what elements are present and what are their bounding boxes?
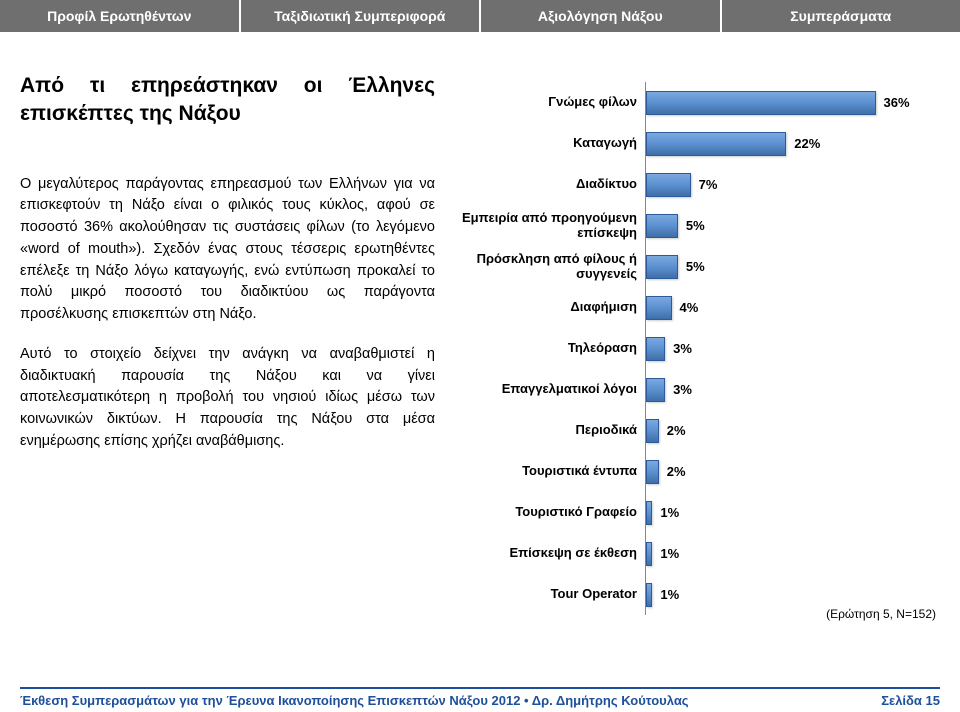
chart-bar xyxy=(646,501,652,525)
chart-bar-area: 3% xyxy=(645,369,940,410)
text-column: Από τι επηρεάστηκαν οι Έλληνες επισκέπτε… xyxy=(20,72,460,615)
chart-row: Επίσκεψη σε έκθεση 1% xyxy=(460,533,940,574)
chart-bar-area: 3% xyxy=(645,328,940,369)
chart-bar-value: 22% xyxy=(794,136,820,151)
chart-bar xyxy=(646,214,678,238)
chart-bar xyxy=(646,337,665,361)
chart-row-label: Επίσκεψη σε έκθεση xyxy=(460,546,645,561)
question-note: (Ερώτηση 5, Ν=152) xyxy=(826,607,936,621)
chart-row-label: Τουριστικό Γραφείο xyxy=(460,505,645,520)
main-content: Από τι επηρεάστηκαν οι Έλληνες επισκέπτε… xyxy=(0,32,960,625)
chart-row-label: Πρόσκληση από φίλους ή συγγενείς xyxy=(460,252,645,282)
chart-row-label: Καταγωγή xyxy=(460,136,645,151)
tab-2[interactable]: Αξιολόγηση Νάξου xyxy=(481,0,722,32)
chart-row-label: Τηλεόραση xyxy=(460,341,645,356)
chart-bar-value: 2% xyxy=(667,464,686,479)
chart-bar xyxy=(646,460,659,484)
chart-bar-value: 5% xyxy=(686,218,705,233)
chart-row: Περιοδικά 2% xyxy=(460,410,940,451)
chart-row: Καταγωγή 22% xyxy=(460,123,940,164)
chart-row: Διαφήμιση 4% xyxy=(460,287,940,328)
chart-bar-value: 7% xyxy=(699,177,718,192)
chart-bar xyxy=(646,91,876,115)
chart-row: Τηλεόραση 3% xyxy=(460,328,940,369)
tab-0[interactable]: Προφίλ Ερωτηθέντων xyxy=(0,0,241,32)
chart-row: Γνώμες φίλων 36% xyxy=(460,82,940,123)
chart-row-label: Περιοδικά xyxy=(460,423,645,438)
chart-bar-area: 5% xyxy=(645,205,940,246)
chart-bar-value: 1% xyxy=(660,546,679,561)
chart-bar-area: 22% xyxy=(645,123,940,164)
chart-bar-value: 4% xyxy=(680,300,699,315)
chart-bar-area: 2% xyxy=(645,410,940,451)
chart-row-label: Γνώμες φίλων xyxy=(460,95,645,110)
chart-bar-area: 1% xyxy=(645,533,940,574)
chart-row: Διαδίκτυο 7% xyxy=(460,164,940,205)
chart-bar-area: 5% xyxy=(645,246,940,287)
footer-text-row: Έκθεση Συμπερασμάτων για την Έρευνα Ικαν… xyxy=(20,693,940,708)
chart-bar xyxy=(646,583,652,607)
chart-bar xyxy=(646,542,652,566)
chart-bar-area: 1% xyxy=(645,492,940,533)
chart-row-label: Tour Operator xyxy=(460,587,645,602)
chart-bar-value: 5% xyxy=(686,259,705,274)
chart-bar-value: 36% xyxy=(884,95,910,110)
chart-row: Τουριστικό Γραφείο 1% xyxy=(460,492,940,533)
chart-row-label: Εμπειρία από προηγούμενη επίσκεψη xyxy=(460,211,645,241)
paragraph-1: Ο μεγαλύτερος παράγοντας επηρεασμού των … xyxy=(20,174,435,326)
influences-bar-chart: Γνώμες φίλων 36% Καταγωγή 22% Διαδίκτυο 7% Εμπ… xyxy=(460,82,940,615)
tab-bar: Προφίλ ΕρωτηθέντωνΤαξιδιωτική Συμπεριφορ… xyxy=(0,0,960,32)
chart-bar-value: 2% xyxy=(667,423,686,438)
page-heading: Από τι επηρεάστηκαν οι Έλληνες επισκέπτε… xyxy=(20,72,435,129)
page-footer: Έκθεση Συμπερασμάτων για την Έρευνα Ικαν… xyxy=(0,687,960,712)
chart-bar xyxy=(646,378,665,402)
chart-row: Επαγγελματικοί λόγοι 3% xyxy=(460,369,940,410)
chart-bar-area: 7% xyxy=(645,164,940,205)
chart-row: Εμπειρία από προηγούμενη επίσκεψη 5% xyxy=(460,205,940,246)
chart-row-label: Διαφήμιση xyxy=(460,300,645,315)
chart-row-label: Επαγγελματικοί λόγοι xyxy=(460,382,645,397)
chart-bar xyxy=(646,132,786,156)
footer-left: Έκθεση Συμπερασμάτων για την Έρευνα Ικαν… xyxy=(20,693,689,708)
paragraph-2: Αυτό το στοιχείο δείχνει την ανάγκη να α… xyxy=(20,344,435,453)
chart-bar xyxy=(646,419,659,443)
chart-row-label: Τουριστικά έντυπα xyxy=(460,464,645,479)
chart-bar-value: 3% xyxy=(673,382,692,397)
chart-column: Γνώμες φίλων 36% Καταγωγή 22% Διαδίκτυο 7% Εμπ… xyxy=(460,72,940,615)
chart-bar-value: 3% xyxy=(673,341,692,356)
tab-3[interactable]: Συμπεράσματα xyxy=(722,0,960,32)
tab-1[interactable]: Ταξιδιωτική Συμπεριφορά xyxy=(241,0,482,32)
footer-right: Σελίδα 15 xyxy=(881,693,940,708)
chart-bar xyxy=(646,255,678,279)
chart-bar-area: 36% xyxy=(645,82,940,123)
chart-row: Πρόσκληση από φίλους ή συγγενείς 5% xyxy=(460,246,940,287)
chart-bar-value: 1% xyxy=(660,505,679,520)
chart-row-label: Διαδίκτυο xyxy=(460,177,645,192)
chart-bar-area: 4% xyxy=(645,287,940,328)
footer-rule xyxy=(20,687,940,689)
chart-bar-area: 2% xyxy=(645,451,940,492)
chart-bar-value: 1% xyxy=(660,587,679,602)
chart-bar xyxy=(646,296,672,320)
chart-row: Τουριστικά έντυπα 2% xyxy=(460,451,940,492)
chart-bar xyxy=(646,173,691,197)
